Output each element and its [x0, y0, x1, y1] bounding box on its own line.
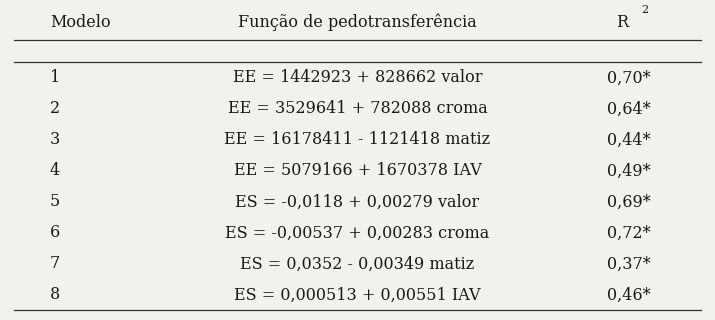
- Text: 0,46*: 0,46*: [607, 286, 651, 303]
- Text: 8: 8: [50, 286, 60, 303]
- Text: 3: 3: [50, 132, 60, 148]
- Text: Função de pedotransferência: Função de pedotransferência: [238, 14, 477, 31]
- Text: ES = 0,000513 + 0,00551 IAV: ES = 0,000513 + 0,00551 IAV: [235, 286, 480, 303]
- Text: 0,69*: 0,69*: [607, 193, 651, 211]
- Text: ES = -0,0118 + 0,00279 valor: ES = -0,0118 + 0,00279 valor: [235, 193, 480, 211]
- Text: ES = 0,0352 - 0,00349 matiz: ES = 0,0352 - 0,00349 matiz: [240, 255, 475, 272]
- Text: EE = 16178411 - 1121418 matiz: EE = 16178411 - 1121418 matiz: [225, 132, 490, 148]
- Text: 0,49*: 0,49*: [607, 162, 651, 180]
- Text: EE = 3529641 + 782088 croma: EE = 3529641 + 782088 croma: [227, 100, 488, 117]
- Text: 7: 7: [50, 255, 60, 272]
- Text: 5: 5: [50, 193, 60, 211]
- Text: 0,72*: 0,72*: [607, 224, 651, 241]
- Text: EE = 1442923 + 828662 valor: EE = 1442923 + 828662 valor: [233, 69, 482, 86]
- Text: 4: 4: [50, 162, 60, 180]
- Text: 2: 2: [641, 4, 649, 15]
- Text: 0,44*: 0,44*: [608, 132, 651, 148]
- Text: 6: 6: [50, 224, 60, 241]
- Text: R: R: [616, 14, 628, 31]
- Text: 0,37*: 0,37*: [607, 255, 651, 272]
- Text: 0,64*: 0,64*: [607, 100, 651, 117]
- Text: 0,70*: 0,70*: [607, 69, 651, 86]
- Text: 1: 1: [50, 69, 60, 86]
- Text: ES = -0,00537 + 0,00283 croma: ES = -0,00537 + 0,00283 croma: [225, 224, 490, 241]
- Text: Modelo: Modelo: [50, 14, 111, 31]
- Text: EE = 5079166 + 1670378 IAV: EE = 5079166 + 1670378 IAV: [234, 162, 481, 180]
- Text: 2: 2: [50, 100, 60, 117]
